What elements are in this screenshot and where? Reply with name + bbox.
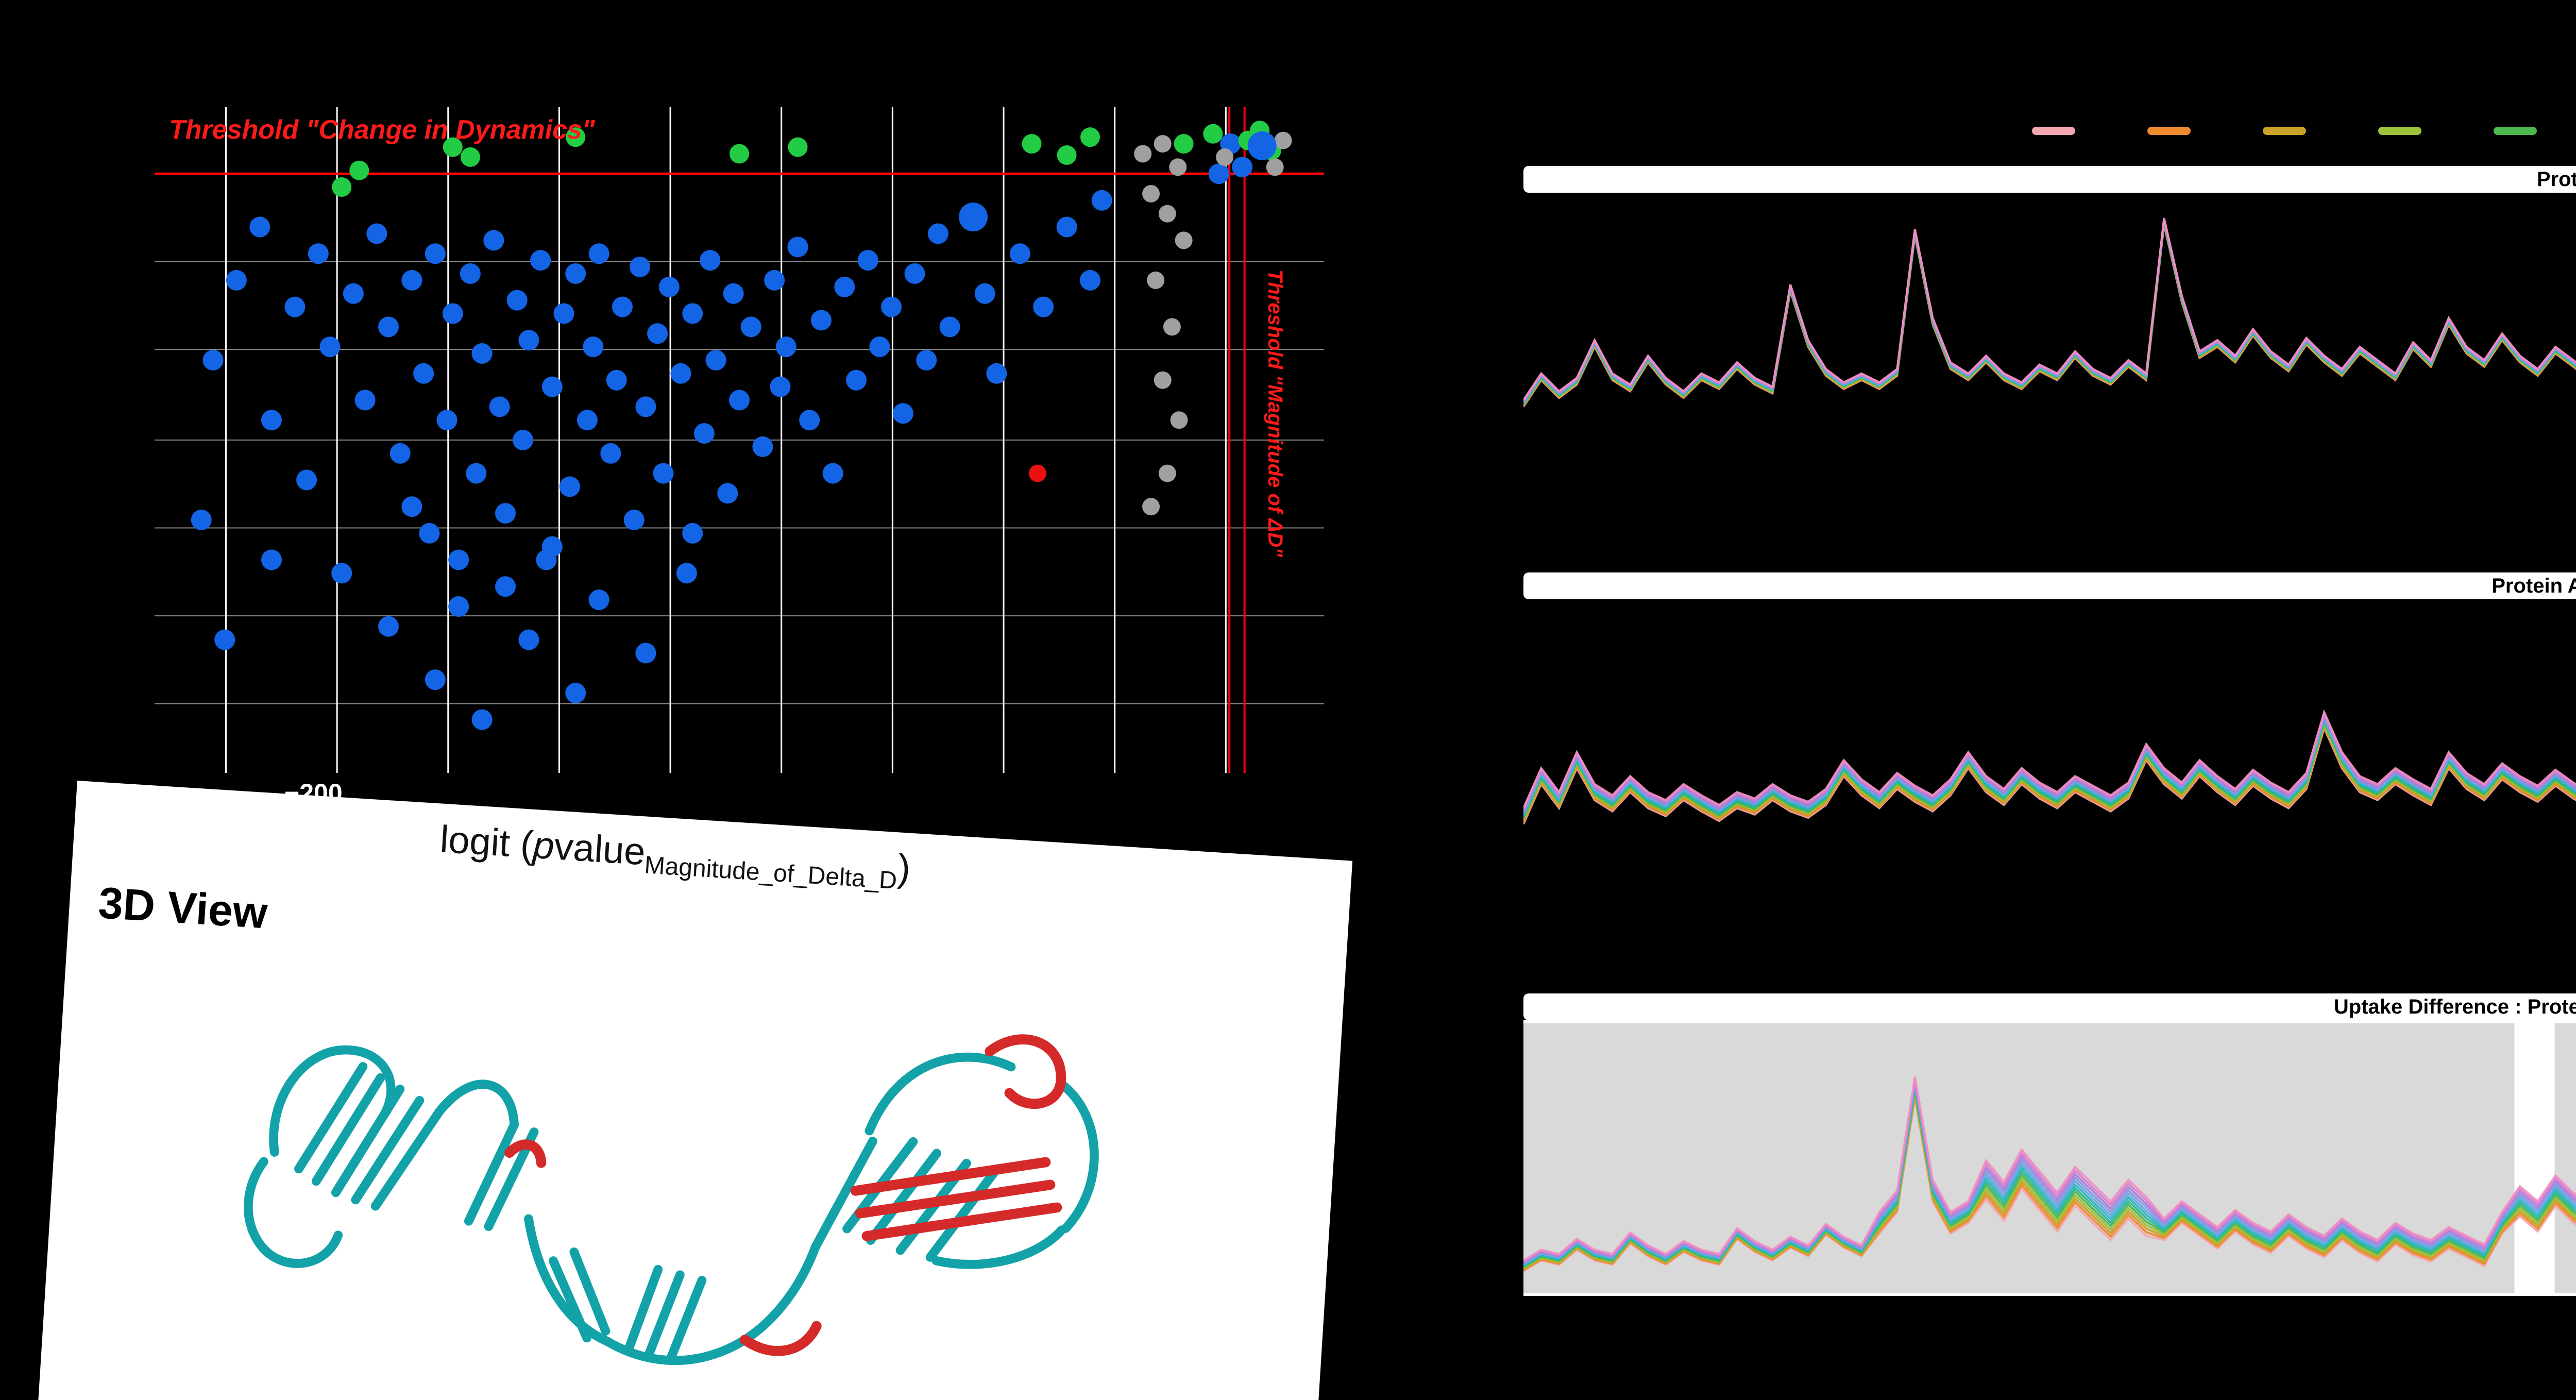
plot-title-bar-protein-a-ligand: Protein A + Ligand [1523,572,2576,599]
plot-title-protein-a: Protein A [2536,167,2576,191]
threshold-change-dynamics-label: Threshold "Change in Dynamics" [169,115,595,145]
uptake-chart-protein-a-ligand[interactable] [1523,599,2576,955]
3d-view-card[interactable]: logit (pvalueMagnitude_of_Delta_D) 3D Vi… [30,781,1353,1400]
volcano-scatter-chart[interactable] [155,107,1324,773]
plot-title-bar-uptake-difference: Uptake Difference : Protein A - (Protein… [1523,993,2576,1020]
threshold-magnitude-label: Threshold "Magnitude of ΔD" [1264,269,1286,558]
volcano-x-axis-label: logit (pvalueMagnitude_of_Delta_D) [438,817,912,896]
axis-label-italic-p: p [532,823,556,868]
protein-ribbon-teal [244,1045,1099,1365]
3d-view-title: 3D View [97,878,269,938]
uptake-plot-protein-a: Protein A [1523,166,2576,551]
protein-3d-structure[interactable] [189,944,1276,1400]
legend-item[interactable] [2378,127,2421,135]
protein-ribbon-red [504,1034,1066,1356]
legend-item[interactable] [2032,127,2075,135]
plot-title-uptake-difference: Uptake Difference : Protein A - (Protein… [2333,995,2576,1018]
axis-label-subscript: Magnitude_of_Delta_D [643,851,898,895]
uptake-plot-protein-a-ligand: Protein A + Ligand [1523,572,2576,955]
legend-item[interactable] [2494,127,2537,135]
plot-title-bar-protein-a: Protein A [1523,166,2576,193]
axis-label-post: ) [896,846,912,890]
legend-item[interactable] [2263,127,2306,135]
plot-title-protein-a-ligand: Protein A + Ligand [2492,574,2576,597]
volcano-plot-panel: Threshold "Change in Dynamics" Threshold… [155,107,1324,807]
uptake-difference-chart[interactable] [1523,1020,2576,1296]
axis-label-mid: value [553,824,647,873]
state-legend [2032,127,2576,135]
uptake-chart-protein-a[interactable] [1523,193,2576,551]
axis-label-pre: logit ( [438,817,535,866]
uptake-difference-plot: Uptake Difference : Protein A - (Protein… [1523,993,2576,1296]
legend-item[interactable] [2147,127,2191,135]
